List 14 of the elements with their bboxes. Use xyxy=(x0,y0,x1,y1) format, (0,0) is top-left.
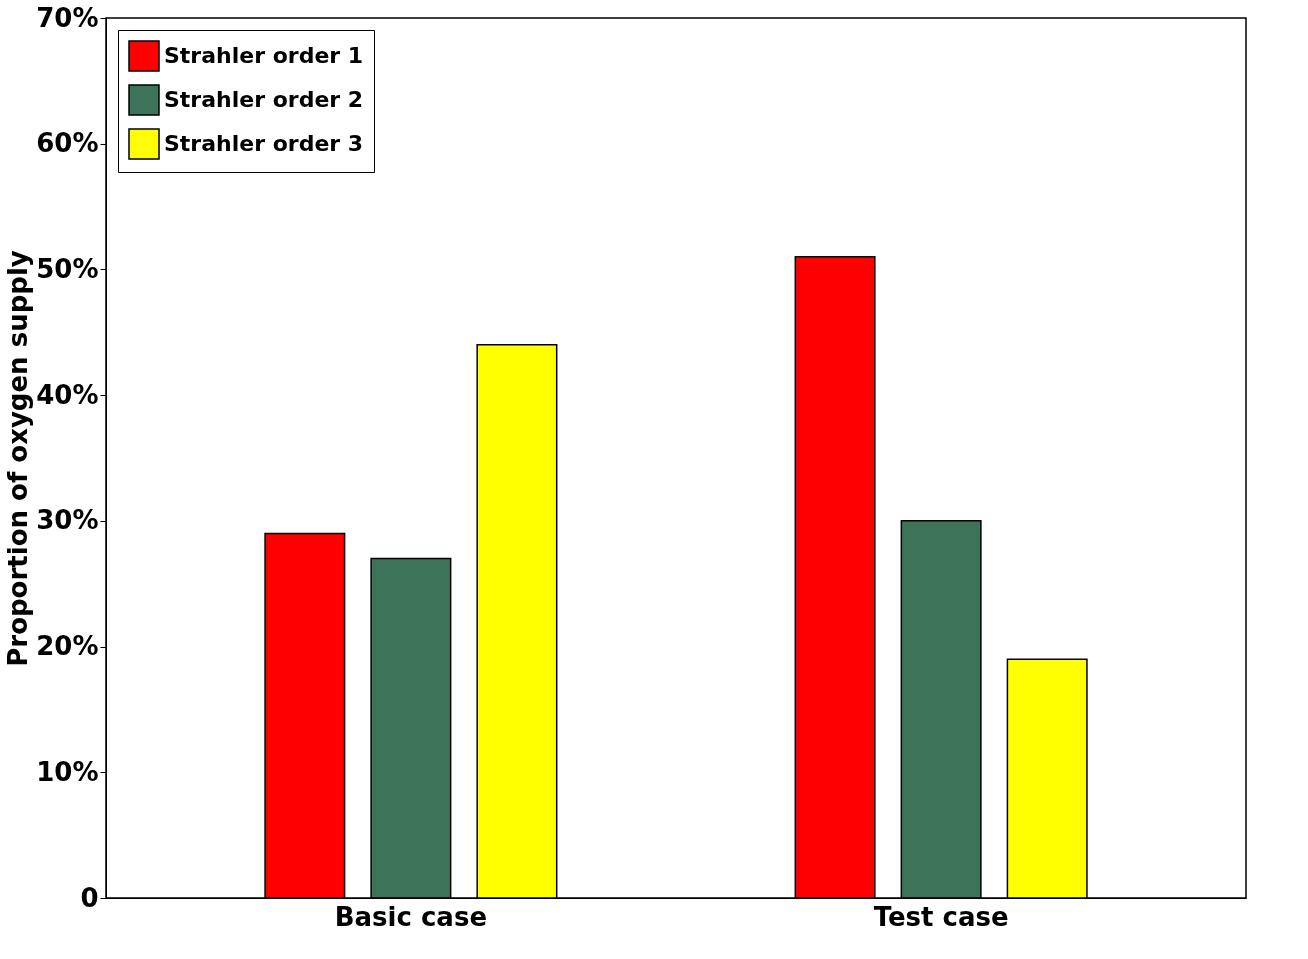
y-axis-title: Proportion of oxygen supply xyxy=(3,250,34,667)
y-tick-label: 70% xyxy=(36,2,99,33)
legend-label: Strahler order 3 xyxy=(164,131,364,156)
legend-label: Strahler order 2 xyxy=(164,87,364,112)
y-tick-label: 60% xyxy=(36,128,99,159)
y-tick-label: 40% xyxy=(36,379,99,410)
legend-label: Strahler order 1 xyxy=(164,43,364,68)
x-tick-label: Test case xyxy=(873,901,1009,932)
y-tick-label: 50% xyxy=(36,253,99,284)
y-tick-label: 30% xyxy=(36,505,99,536)
y-tick-label: 0 xyxy=(80,882,99,913)
y-tick-label: 20% xyxy=(36,631,99,662)
x-tick-label: Basic case xyxy=(334,901,488,932)
y-tick-label: 10% xyxy=(36,756,99,787)
